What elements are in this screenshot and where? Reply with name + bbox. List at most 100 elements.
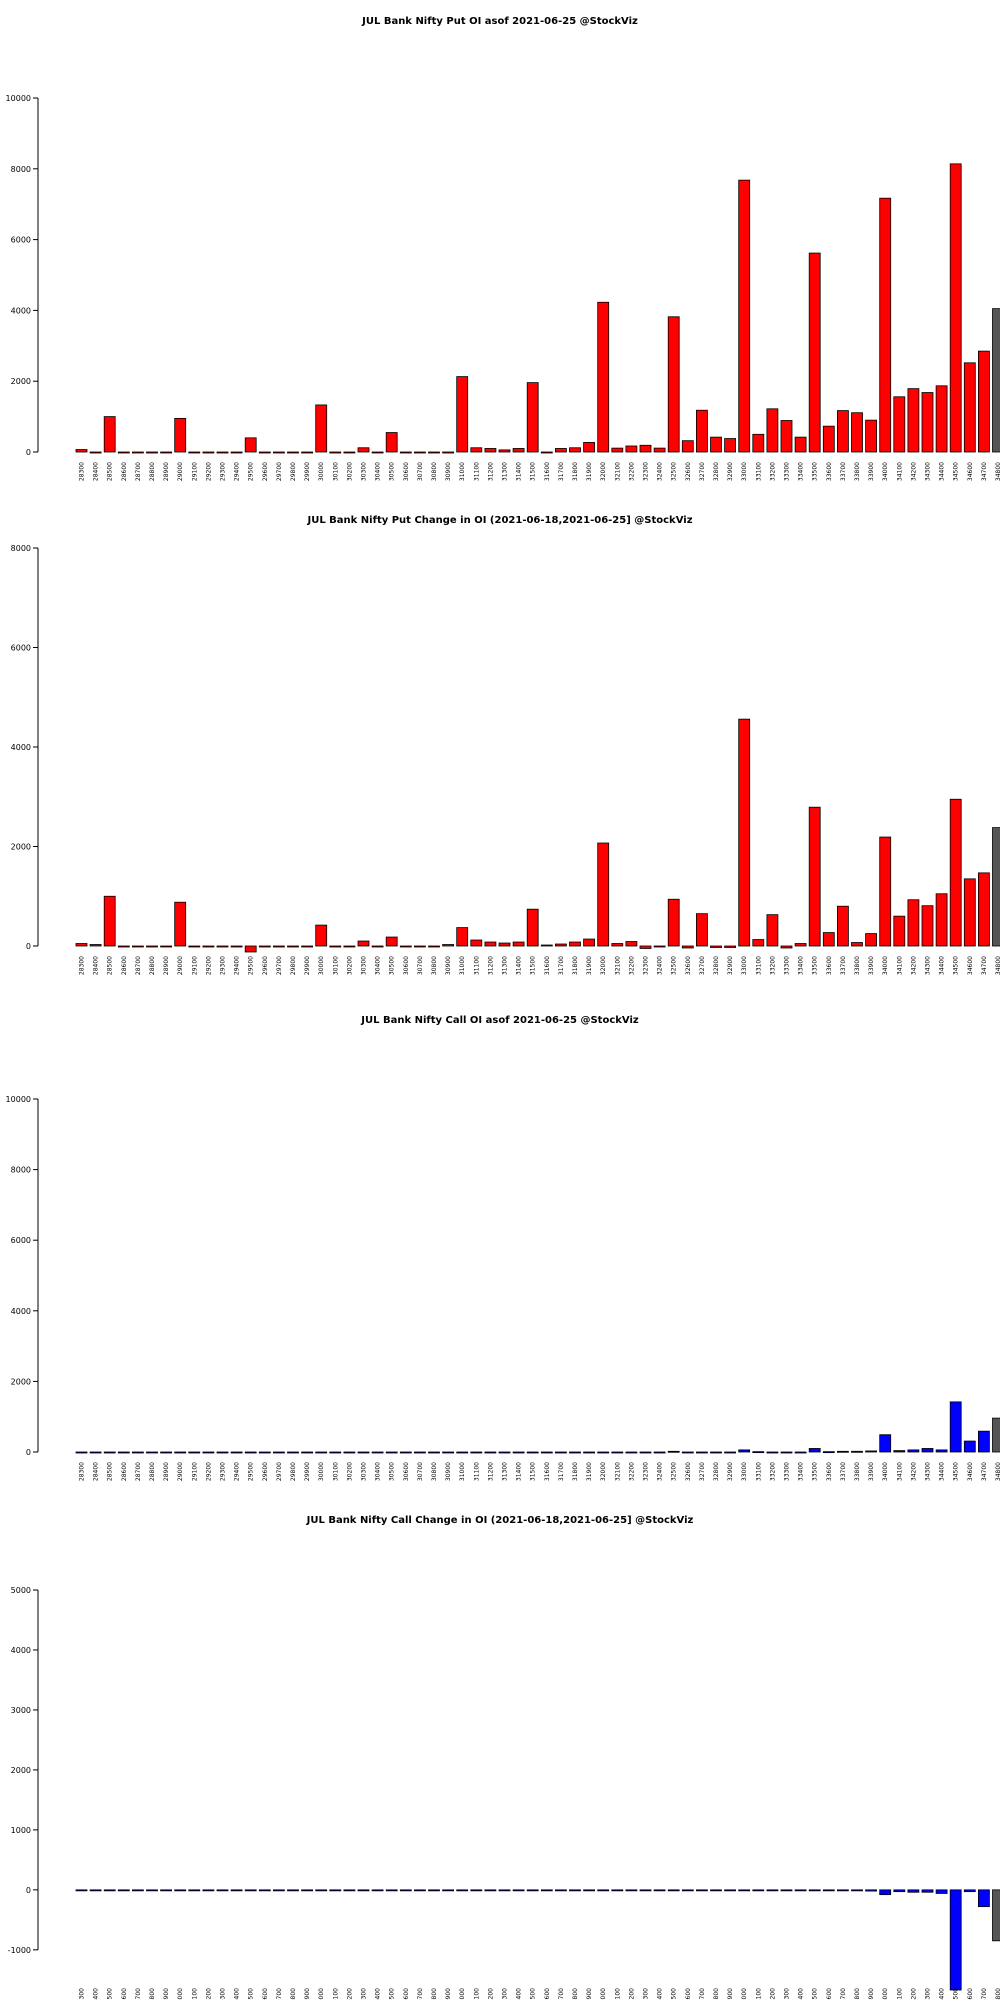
bar-30600: [400, 452, 411, 453]
bar-32800: [711, 946, 722, 947]
bar-29200: [203, 946, 214, 947]
bar-30500: [386, 1452, 397, 1453]
x-tick-label: 32800: [713, 462, 720, 481]
bar-34300: [922, 906, 933, 946]
bar-28500: [104, 896, 115, 946]
bar-28300: [76, 944, 87, 946]
x-tick-label: 28500: [107, 1462, 114, 1481]
bar-31300: [499, 943, 510, 946]
bar-33200: [767, 409, 778, 452]
bar-30500: [386, 937, 397, 946]
x-tick-label: 34000: [882, 462, 889, 481]
bar-28800: [147, 1890, 158, 1891]
y-tick-label: 0: [26, 448, 31, 457]
x-tick-label: 33000: [741, 462, 748, 481]
x-tick-label: 34500: [953, 956, 960, 975]
x-tick-label: 32300: [643, 462, 650, 481]
x-tick-label: 31000: [459, 462, 466, 481]
x-tick-label: 30000: [318, 462, 325, 481]
bar-34700: [978, 351, 989, 452]
x-tick-label: 32500: [671, 462, 678, 481]
bar-30600: [400, 946, 411, 947]
bar-29400: [231, 452, 242, 453]
bar-33200: [767, 915, 778, 946]
y-tick-label: 10000: [6, 94, 31, 103]
x-tick-label: 30700: [417, 956, 424, 975]
x-tick-label: 30200: [346, 1988, 353, 2000]
bar-30300: [358, 448, 369, 452]
x-tick-label: 30600: [403, 1988, 410, 2000]
x-tick-label: 29900: [304, 1462, 311, 1481]
x-tick-label: 30300: [361, 462, 368, 481]
bar-30400: [372, 1452, 383, 1453]
bar-29800: [288, 1890, 299, 1891]
bar-34400: [936, 1890, 947, 1894]
bar-31100: [471, 1890, 482, 1891]
x-tick-label: 32600: [685, 462, 692, 481]
bar-34000: [880, 1435, 891, 1452]
bar-28700: [132, 452, 143, 453]
x-tick-label: 29900: [304, 462, 311, 481]
bar-32400: [654, 946, 665, 947]
bar-33200: [767, 1452, 778, 1453]
x-tick-label: 31700: [558, 1988, 565, 2000]
bar-31400: [513, 1452, 524, 1453]
x-tick-label: 32900: [727, 462, 734, 481]
bar-29300: [217, 1890, 228, 1891]
x-tick-label: 34200: [910, 1462, 917, 1481]
bar-30300: [358, 1452, 369, 1453]
bar-34700: [978, 1431, 989, 1452]
bar-34700: [978, 1890, 989, 1907]
bar-34100: [894, 916, 905, 946]
x-tick-label: 33700: [840, 462, 847, 481]
x-tick-label: 29400: [234, 1462, 241, 1481]
bar-32500: [668, 1451, 679, 1452]
x-tick-label: 34200: [910, 1988, 917, 2000]
bar-33400: [795, 437, 806, 452]
bar-32400: [654, 448, 665, 452]
x-tick-label: 33500: [812, 1988, 819, 2000]
x-tick-label: 29200: [205, 1462, 212, 1481]
bar-31000: [457, 928, 468, 946]
x-tick-label: 29600: [262, 956, 269, 975]
x-tick-label: 34500: [953, 1988, 960, 2000]
x-tick-label: 32800: [713, 1988, 720, 2000]
x-tick-label: 34700: [981, 1462, 988, 1481]
bar-32300: [640, 1890, 651, 1891]
bar-30000: [316, 1890, 327, 1891]
bar-29400: [231, 1890, 242, 1891]
x-tick-label: 30800: [431, 462, 438, 481]
x-tick-label: 29300: [220, 1462, 227, 1481]
x-tick-label: 29100: [191, 1462, 198, 1481]
bar-34200: [908, 900, 919, 946]
x-tick-label: 32700: [699, 956, 706, 975]
x-tick-label: 32700: [699, 1988, 706, 2000]
x-tick-label: 34800: [995, 462, 1000, 481]
bar-29600: [259, 1890, 270, 1891]
bar-33500: [809, 253, 820, 452]
bar-32100: [612, 448, 623, 452]
x-tick-label: 29800: [290, 1462, 297, 1481]
bar-32200: [626, 1452, 637, 1453]
bar-30300: [358, 941, 369, 946]
x-tick-label: 29400: [234, 1988, 241, 2000]
x-tick-label: 28400: [93, 1462, 100, 1481]
bar-30200: [344, 1890, 355, 1891]
bar-28400: [90, 452, 101, 453]
bar-34000: [880, 1890, 891, 1895]
bar-32600: [682, 946, 693, 948]
x-tick-label: 29200: [205, 462, 212, 481]
x-tick-label: 28700: [135, 1462, 142, 1481]
x-tick-label: 32000: [600, 462, 607, 481]
chart-title: JUL Bank Nifty Call OI asof 2021-06-25 @…: [360, 1015, 639, 1026]
bar-33700: [837, 1451, 848, 1452]
bar-30900: [443, 945, 454, 946]
bar-33400: [795, 1452, 806, 1453]
y-tick-label: 5000: [11, 1586, 31, 1595]
x-tick-label: 31300: [502, 462, 509, 481]
bar-34800: [993, 309, 1000, 452]
x-tick-label: 34200: [910, 956, 917, 975]
bar-28300: [76, 450, 87, 452]
x-tick-label: 32900: [727, 1462, 734, 1481]
